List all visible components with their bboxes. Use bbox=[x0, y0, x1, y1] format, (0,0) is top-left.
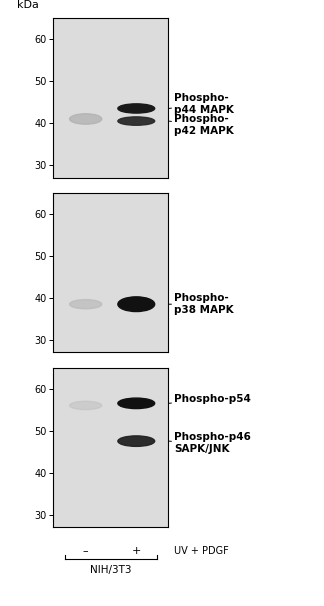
Ellipse shape bbox=[118, 104, 155, 113]
Text: NIH/3T3: NIH/3T3 bbox=[90, 565, 132, 575]
Ellipse shape bbox=[118, 398, 155, 408]
Text: Phospho-
p44 MAPK: Phospho- p44 MAPK bbox=[168, 93, 234, 115]
Text: Phospho-p46
SAPK/JNK: Phospho-p46 SAPK/JNK bbox=[168, 433, 251, 454]
Text: UV + PDGF: UV + PDGF bbox=[174, 546, 229, 556]
Ellipse shape bbox=[70, 299, 102, 309]
Text: Phospho-
p42 MAPK: Phospho- p42 MAPK bbox=[168, 115, 234, 136]
Ellipse shape bbox=[118, 436, 155, 447]
Ellipse shape bbox=[70, 401, 102, 410]
Ellipse shape bbox=[70, 114, 102, 124]
Text: Phospho-p54: Phospho-p54 bbox=[168, 394, 251, 404]
Text: +: + bbox=[132, 546, 141, 556]
Text: –: – bbox=[83, 546, 88, 556]
Text: kDa: kDa bbox=[17, 0, 39, 10]
Text: Phospho-
p38 MAPK: Phospho- p38 MAPK bbox=[168, 293, 234, 315]
Ellipse shape bbox=[118, 117, 155, 125]
Ellipse shape bbox=[118, 297, 155, 311]
